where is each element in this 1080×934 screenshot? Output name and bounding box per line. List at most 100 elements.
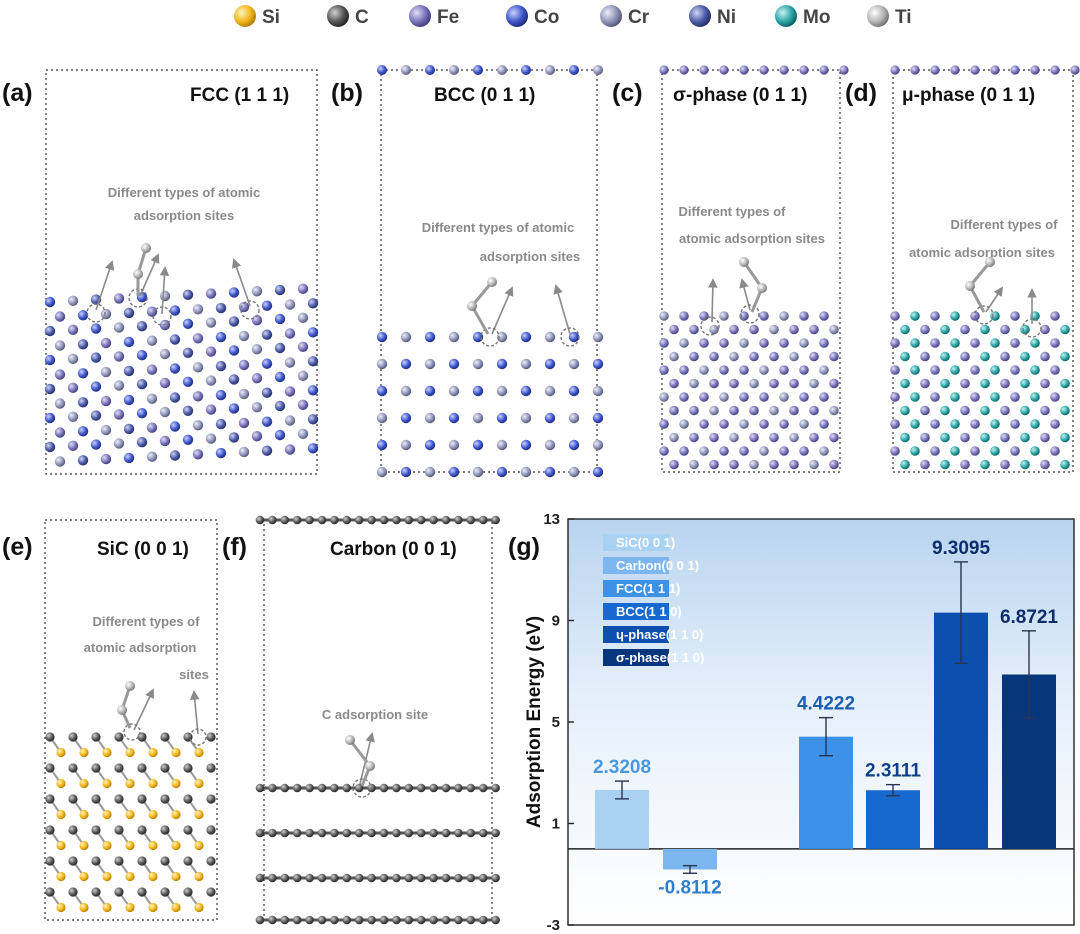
surface-atoms: [44, 283, 319, 467]
atom: [699, 65, 709, 75]
y-tick-label: 1: [552, 816, 560, 833]
atom: [930, 338, 940, 348]
atom: [920, 378, 930, 389]
site-arrow: [985, 286, 1004, 313]
atom: [377, 65, 387, 75]
atom: [478, 915, 488, 925]
atom: [910, 365, 920, 375]
atom: [520, 358, 532, 370]
atom: [496, 331, 508, 343]
atom: [44, 354, 56, 366]
atom: [146, 422, 158, 433]
atom: [400, 412, 412, 424]
atom: [448, 358, 460, 370]
adsorption-site-marker: [700, 316, 720, 336]
atom: [169, 450, 181, 461]
atom: [950, 338, 960, 348]
atom: [424, 466, 436, 478]
atom: [307, 385, 319, 396]
atom: [809, 324, 819, 335]
atom: [689, 432, 699, 443]
atom: [159, 377, 171, 389]
atom: [749, 459, 759, 470]
atom: [183, 763, 193, 773]
atom: [192, 391, 204, 402]
atom: [171, 809, 181, 820]
atom: [367, 873, 376, 883]
atom: [228, 432, 240, 443]
legend-swatch: [603, 603, 669, 620]
atom: [454, 873, 463, 883]
atom: [215, 360, 227, 372]
atom: [1010, 365, 1020, 375]
atom: [1060, 405, 1070, 416]
atom: [67, 324, 79, 335]
atom: [100, 453, 112, 465]
atom: [890, 365, 900, 375]
atom: [251, 315, 263, 326]
atom: [404, 515, 414, 525]
legend-label-si: Si: [262, 7, 280, 28]
atom: [709, 405, 719, 416]
atom: [305, 915, 314, 925]
atom: [255, 873, 265, 883]
atom: [719, 65, 729, 75]
atom: [79, 778, 89, 789]
adsorption-energy-chart: -3 1 5 9 13 Adsorption Energy (eV) 2.3208 -0.…: [524, 511, 1075, 934]
atom: [67, 382, 79, 393]
atom: [544, 412, 556, 424]
atom: [194, 840, 204, 851]
atom: [160, 887, 170, 897]
atom: [980, 432, 990, 443]
surface-atoms: [890, 65, 1080, 470]
atom: [354, 915, 364, 925]
atom: [1040, 432, 1050, 443]
y-axis-label: Adsorption Energy (eV): [524, 616, 545, 828]
fe-atom-icon: [409, 5, 431, 27]
atom: [90, 410, 102, 421]
atom: [123, 394, 135, 406]
atom: [160, 856, 170, 866]
atom: [100, 366, 112, 378]
atom: [292, 783, 302, 793]
atom: [659, 65, 669, 75]
atom: [44, 296, 56, 308]
atom: [799, 338, 809, 348]
panel-letter: (d): [845, 79, 877, 107]
atom: [1030, 419, 1040, 429]
annotation-line-1: Different types of atomic: [108, 185, 260, 200]
annotation-line-3: sites: [179, 667, 209, 682]
atom: [930, 419, 940, 429]
atom: [473, 65, 483, 75]
atom: [829, 351, 839, 362]
atom: [54, 311, 66, 322]
atom: [91, 887, 101, 897]
atom: [719, 419, 729, 429]
atom: [719, 311, 729, 321]
atom: [182, 318, 194, 329]
atom: [77, 310, 89, 321]
atom: [205, 404, 217, 415]
panel-d: (d) μ-phase (0 1 1) Different types of a…: [845, 65, 1080, 473]
atom: [146, 393, 158, 404]
atom: [68, 825, 78, 835]
atom: [829, 378, 839, 389]
atom: [429, 873, 438, 883]
atom: [379, 873, 389, 883]
atom: [910, 338, 920, 348]
atom: [67, 440, 79, 451]
site-arrow: [189, 690, 200, 735]
atom: [769, 378, 779, 389]
legend-item-si: Si: [234, 5, 280, 28]
atom: [890, 311, 900, 321]
unit-cell-border: [380, 69, 598, 473]
atom: [67, 353, 79, 364]
atom: [238, 330, 250, 342]
atom: [441, 873, 451, 883]
atom: [920, 405, 930, 416]
atom: [496, 466, 508, 478]
atom: [330, 515, 339, 525]
atom: [592, 385, 604, 397]
atom: [980, 351, 990, 362]
